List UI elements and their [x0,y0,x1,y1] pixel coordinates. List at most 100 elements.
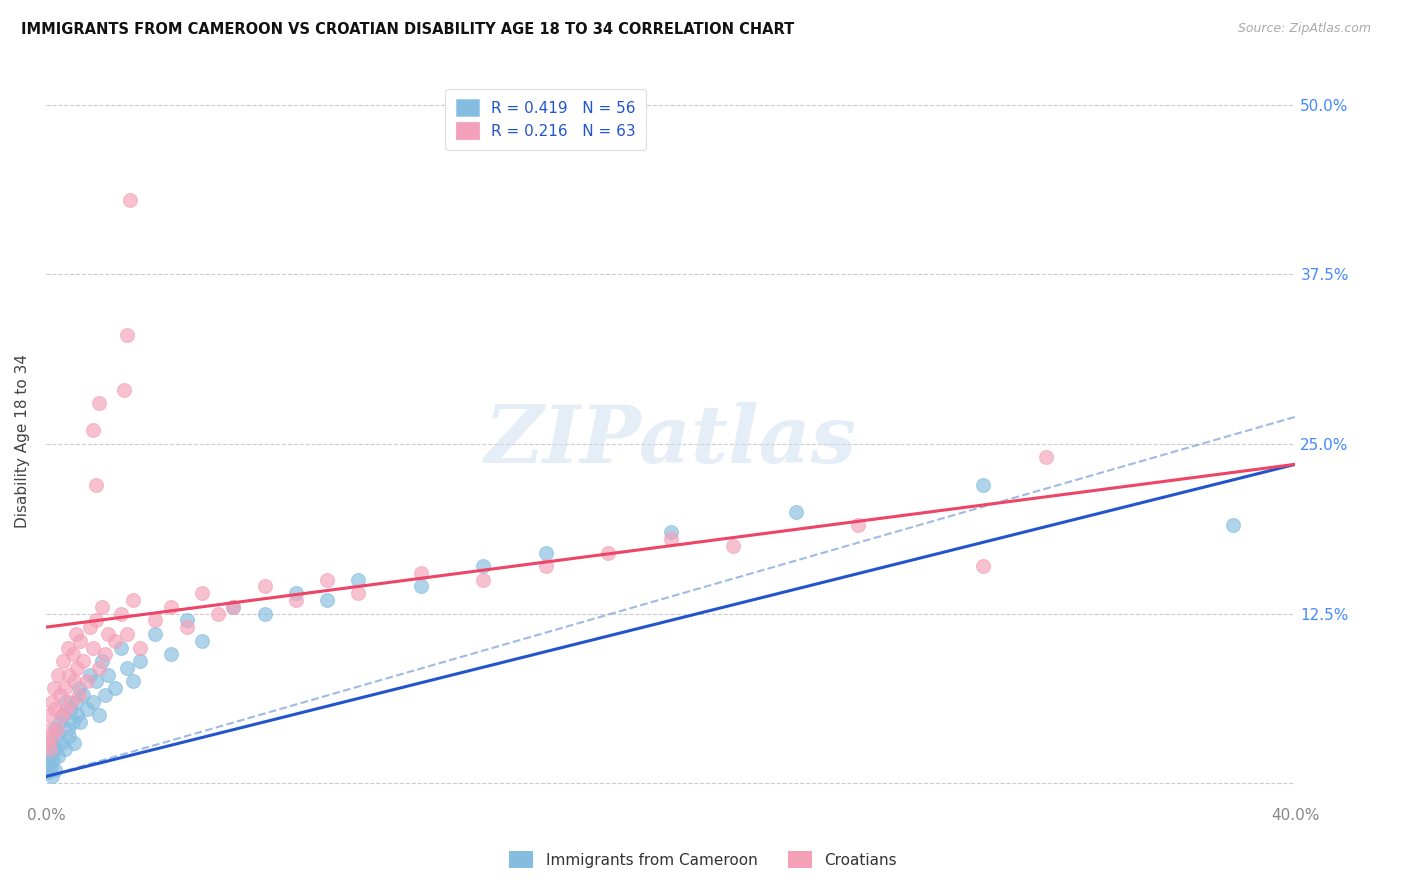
Point [44,722,66,736]
Point [534,545,557,559]
Point [62,648,84,662]
Point [58,729,80,743]
Point [253,607,276,621]
Point [42,681,65,696]
Point [316,573,339,587]
Point [55,695,77,709]
Point [222,599,245,614]
Point [97,627,120,641]
Point [45,729,67,743]
Point [37,756,59,770]
Point [176,613,198,627]
Point [49,715,72,730]
Point [39,760,62,774]
Point [785,505,807,519]
Point [122,674,145,689]
Point [472,559,495,574]
Point [62,715,84,730]
Point [409,566,432,580]
Point [84,613,107,627]
Point [41,735,63,749]
Point [82,640,104,655]
Point [1222,518,1244,533]
Point [87,708,110,723]
Point [56,722,79,736]
Point [37,735,59,749]
Point [115,661,138,675]
Point [846,518,869,533]
Point [143,613,166,627]
Point [94,648,117,662]
Point [409,579,432,593]
Point [284,593,307,607]
Point [38,708,60,723]
Point [120,193,142,207]
Point [44,763,66,777]
Point [76,674,98,689]
Point [659,525,682,540]
Point [972,477,994,491]
Point [128,654,150,668]
Point [94,688,117,702]
Point [72,654,94,668]
Text: Source: ZipAtlas.com: Source: ZipAtlas.com [1237,22,1371,36]
Point [128,640,150,655]
Point [52,708,75,723]
Point [66,708,89,723]
Point [122,593,145,607]
Point [38,765,60,780]
Point [87,396,110,410]
Point [104,633,127,648]
Point [69,633,91,648]
Point [598,545,620,559]
Point [176,620,198,634]
Point [79,667,101,681]
Point [59,695,82,709]
Point [49,688,72,702]
Point [59,701,82,715]
Y-axis label: Disability Age 18 to 34: Disability Age 18 to 34 [15,353,30,527]
Point [659,532,682,546]
Point [44,701,66,715]
Point [82,423,104,437]
Point [143,627,166,641]
Point [1035,450,1057,465]
Point [84,674,107,689]
Point [48,667,70,681]
Point [160,599,183,614]
Point [39,722,62,736]
Point [55,701,77,715]
Point [110,640,132,655]
Point [51,708,73,723]
Point [97,667,120,681]
Point [472,573,495,587]
Point [253,579,276,593]
Point [63,674,86,689]
Point [66,661,89,675]
Point [207,607,229,621]
Point [53,681,76,696]
Point [284,586,307,600]
Point [41,729,63,743]
Point [115,627,138,641]
Point [76,701,98,715]
Point [48,749,70,764]
Point [42,742,65,756]
Point [42,752,65,766]
Point [69,715,91,730]
Point [52,654,75,668]
Point [87,661,110,675]
Point [45,722,67,736]
Point [191,586,214,600]
Point [534,559,557,574]
Point [53,742,76,756]
Point [972,559,994,574]
Point [110,607,132,621]
Legend: Immigrants from Cameroon, Croatians: Immigrants from Cameroon, Croatians [501,844,905,875]
Point [67,681,90,696]
Point [65,627,87,641]
Legend: R = 0.419   N = 56, R = 0.216   N = 63: R = 0.419 N = 56, R = 0.216 N = 63 [446,88,647,150]
Point [347,586,370,600]
Text: ZIPatlas: ZIPatlas [485,401,856,479]
Point [84,477,107,491]
